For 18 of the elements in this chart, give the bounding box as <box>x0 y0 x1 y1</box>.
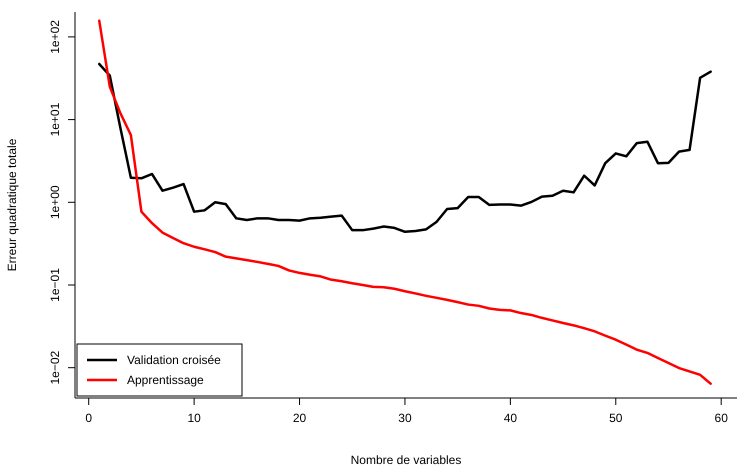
line-series <box>98 62 712 234</box>
x-axis-title: Nombre de variables <box>350 453 462 467</box>
x-tick-label: 30 <box>398 411 412 425</box>
x-tick-label: 60 <box>714 411 728 425</box>
y-tick-label: 1e+02 <box>48 20 62 54</box>
x-tick-label: 40 <box>504 411 518 425</box>
x-tick-label: 50 <box>609 411 623 425</box>
legend-label: Apprentissage <box>127 373 204 387</box>
y-tick-label: 1e+00 <box>48 185 62 220</box>
y-tick-label: 1e−01 <box>48 268 62 302</box>
y-axis-title: Erreur quadratique totale <box>5 138 19 272</box>
y-tick-label: 1e−02 <box>48 350 62 385</box>
x-tick-label: 10 <box>187 411 202 425</box>
x-tick-label: 0 <box>85 411 92 425</box>
line-series <box>98 19 712 385</box>
legend-label: Validation croisée <box>127 353 222 367</box>
y-tick-label: 1e+01 <box>48 102 62 136</box>
x-tick-label: 20 <box>292 411 307 425</box>
